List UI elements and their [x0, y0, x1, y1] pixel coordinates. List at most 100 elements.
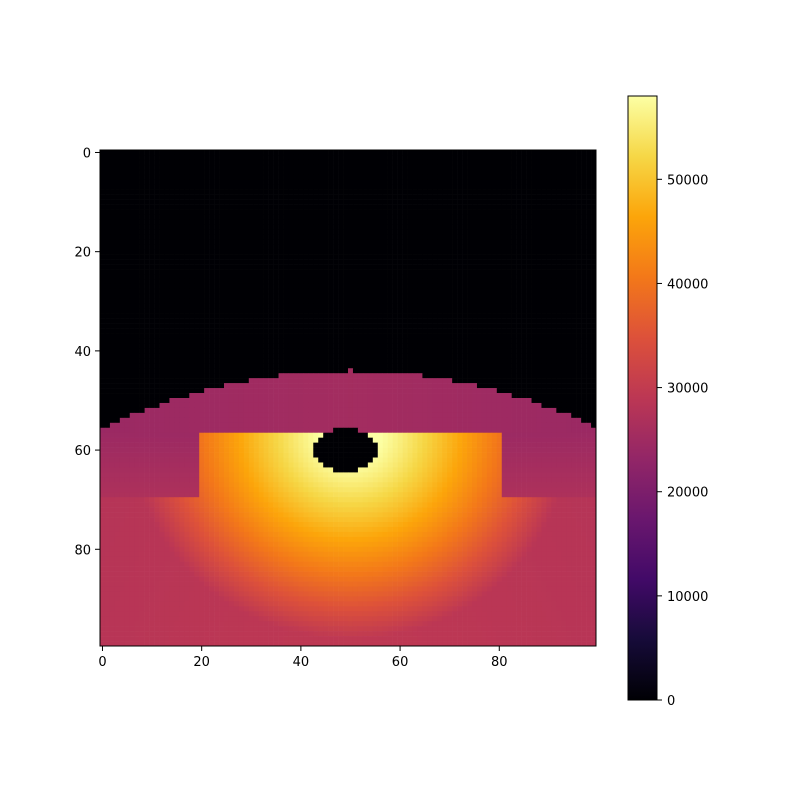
heatmap-cell — [467, 348, 473, 354]
heatmap-cell — [447, 323, 453, 329]
heatmap-cell — [179, 298, 185, 305]
heatmap-cell — [204, 269, 210, 275]
heatmap-cell — [412, 363, 418, 369]
heatmap-cell — [228, 199, 235, 205]
heatmap-cell — [516, 269, 522, 275]
heatmap-cell — [174, 244, 180, 250]
heatmap-cell — [243, 308, 250, 314]
heatmap-cell — [189, 333, 195, 339]
heatmap-cell — [422, 154, 428, 161]
heatmap-cell — [442, 194, 448, 200]
heatmap-cell — [362, 298, 369, 305]
heatmap-cell — [397, 249, 403, 255]
heatmap-cell — [452, 298, 458, 305]
heatmap-cell — [432, 353, 438, 359]
heatmap-cell — [452, 179, 458, 186]
heatmap-cell — [516, 224, 522, 230]
heatmap-cell — [199, 239, 205, 245]
heatmap-cell — [288, 378, 294, 384]
heatmap-cell — [586, 204, 592, 210]
heatmap-cell — [129, 328, 136, 334]
heatmap-cell — [174, 254, 180, 260]
heatmap-cell — [179, 269, 185, 275]
heatmap-cell — [506, 328, 512, 334]
heatmap-cell — [149, 209, 155, 215]
heatmap-cell — [194, 154, 200, 161]
heatmap-cell — [233, 368, 240, 374]
heatmap-cell — [243, 333, 250, 339]
heatmap-cell — [382, 313, 388, 319]
heatmap-cell — [511, 313, 517, 319]
heatmap-cell — [144, 318, 150, 324]
heatmap-cell — [124, 338, 131, 344]
heatmap-cell — [253, 328, 260, 334]
heatmap-cell — [104, 249, 111, 255]
heatmap-cell — [139, 313, 145, 319]
heatmap-cell — [219, 348, 225, 354]
heatmap-cell — [129, 259, 136, 265]
heatmap-cell — [536, 254, 542, 260]
heatmap-cell — [387, 224, 393, 230]
heatmap-cell — [348, 368, 354, 374]
heatmap-cell — [243, 378, 250, 384]
heatmap-cell — [427, 353, 433, 359]
heatmap-cell — [273, 244, 279, 250]
heatmap-cell — [377, 313, 384, 319]
heatmap-cell — [367, 224, 374, 230]
heatmap-cell — [104, 373, 111, 379]
heatmap-cell — [571, 194, 577, 200]
heatmap-cell — [432, 288, 438, 295]
heatmap-cell — [442, 338, 448, 344]
heatmap-cell — [313, 318, 319, 324]
heatmap-cell — [372, 348, 379, 354]
heatmap-cell — [328, 353, 334, 359]
heatmap-cell — [402, 214, 408, 220]
heatmap-cell — [104, 244, 111, 250]
heatmap-cell — [357, 338, 364, 344]
heatmap-cell — [154, 318, 160, 324]
heatmap-cell — [219, 274, 225, 280]
heatmap-cell — [328, 239, 334, 245]
heatmap-cell — [308, 264, 314, 270]
heatmap-cell — [318, 249, 324, 255]
heatmap-cell — [333, 209, 339, 215]
heatmap-cell — [119, 199, 126, 205]
heatmap-cell — [501, 293, 508, 300]
heatmap-cell — [214, 298, 220, 305]
heatmap-cell — [437, 298, 443, 305]
heatmap-cell — [566, 269, 572, 275]
heatmap-cell — [372, 154, 379, 161]
heatmap-cell — [457, 209, 463, 215]
heatmap-cell — [506, 283, 512, 290]
heatmap-cell — [189, 244, 195, 250]
heatmap-cell — [377, 378, 384, 384]
heatmap-cell — [556, 234, 562, 240]
heatmap-cell — [546, 383, 552, 389]
heatmap-cell — [516, 199, 522, 205]
heatmap-cell — [288, 150, 294, 156]
heatmap-cell — [531, 383, 537, 389]
heatmap-cell — [248, 303, 255, 310]
heatmap-cell — [511, 373, 517, 379]
heatmap-cell — [154, 274, 160, 280]
heatmap-cell — [278, 214, 284, 220]
heatmap-cell — [367, 368, 374, 374]
heatmap-cell — [104, 209, 111, 215]
heatmap-cell — [139, 393, 145, 399]
heatmap-cell — [541, 283, 547, 290]
heatmap-cell — [248, 298, 255, 305]
heatmap-cell — [472, 259, 478, 265]
heatmap-cell — [258, 293, 264, 300]
heatmap-cell — [377, 199, 384, 205]
heatmap-cell — [387, 303, 393, 310]
heatmap-cell — [591, 224, 597, 230]
heatmap-cell — [343, 313, 349, 319]
heatmap-cell — [402, 288, 408, 295]
heatmap-cell — [447, 264, 453, 270]
heatmap-cell — [447, 358, 453, 364]
heatmap-cell — [268, 378, 274, 384]
heatmap-cell — [278, 318, 284, 324]
heatmap-cell — [313, 249, 319, 255]
heatmap-cell — [189, 239, 195, 245]
heatmap-cell — [139, 244, 145, 250]
